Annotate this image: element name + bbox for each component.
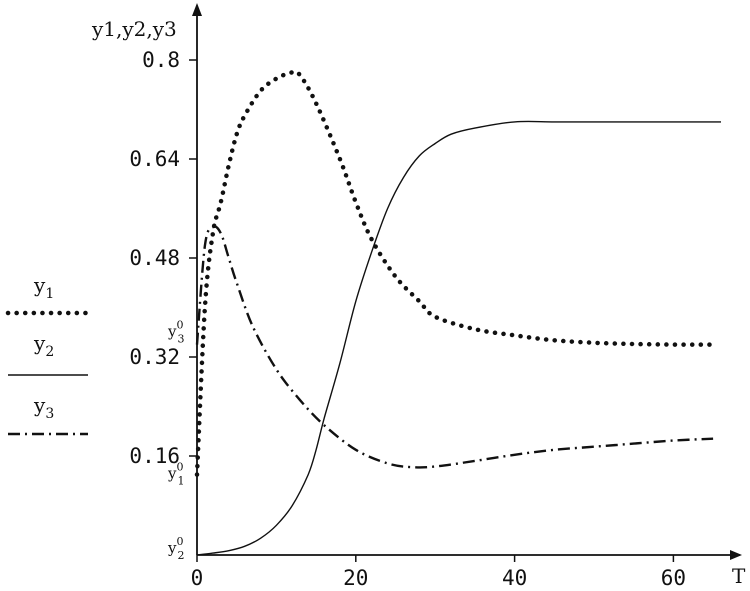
initial-value-label: y0 1: [167, 461, 184, 488]
initial-value-label: y0 2: [167, 535, 184, 562]
legend-label: y2: [33, 331, 54, 360]
series-line-y3: [195, 225, 714, 469]
initial-value-label: y0 3: [167, 319, 184, 346]
x-tick-label: 0: [191, 566, 204, 590]
x-axis-title: T: [732, 564, 746, 588]
y-tick-label: 0.48: [129, 246, 180, 270]
legend-label: y1: [33, 273, 54, 302]
y-tick-label: 0.8: [142, 48, 180, 72]
y-tick-label: 0.64: [129, 147, 180, 171]
x-tick-label: 20: [343, 566, 368, 590]
x-tick-label: 40: [502, 566, 527, 590]
x-axis-arrow: [730, 550, 742, 560]
series-line-y2: [196, 120, 721, 556]
y-tick-label: 0.32: [129, 345, 180, 369]
plot-area: 0 20 40 60 0.16 0.32 0.48 0.64 0.8 Ty1,y2,y3 y0 3 y0…: [5, 3, 746, 590]
y-axis-arrow: [192, 3, 202, 16]
y-tick-label: 0.16: [129, 444, 180, 468]
y-axis-title: y1,y2,y3: [91, 17, 177, 41]
series-line-y1: [194, 69, 716, 477]
legend-label: y3: [33, 393, 54, 422]
x-tick-label: 60: [661, 566, 686, 590]
